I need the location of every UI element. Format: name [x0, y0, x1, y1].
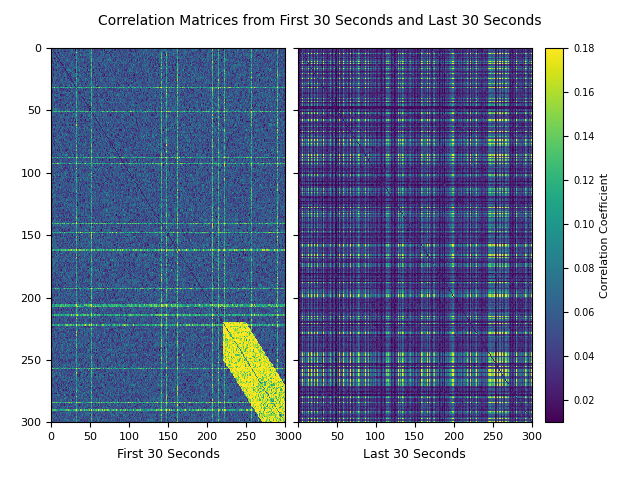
Y-axis label: Correlation Coefficient: Correlation Coefficient: [600, 173, 610, 298]
Text: Correlation Matrices from First 30 Seconds and Last 30 Seconds: Correlation Matrices from First 30 Secon…: [99, 14, 541, 28]
X-axis label: Last 30 Seconds: Last 30 Seconds: [364, 448, 466, 461]
X-axis label: First 30 Seconds: First 30 Seconds: [116, 448, 220, 461]
